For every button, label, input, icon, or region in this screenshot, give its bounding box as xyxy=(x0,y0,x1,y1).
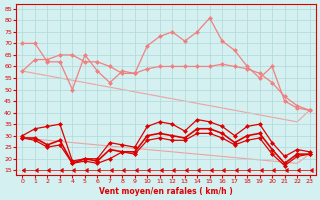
X-axis label: Vent moyen/en rafales ( km/h ): Vent moyen/en rafales ( km/h ) xyxy=(99,187,233,196)
